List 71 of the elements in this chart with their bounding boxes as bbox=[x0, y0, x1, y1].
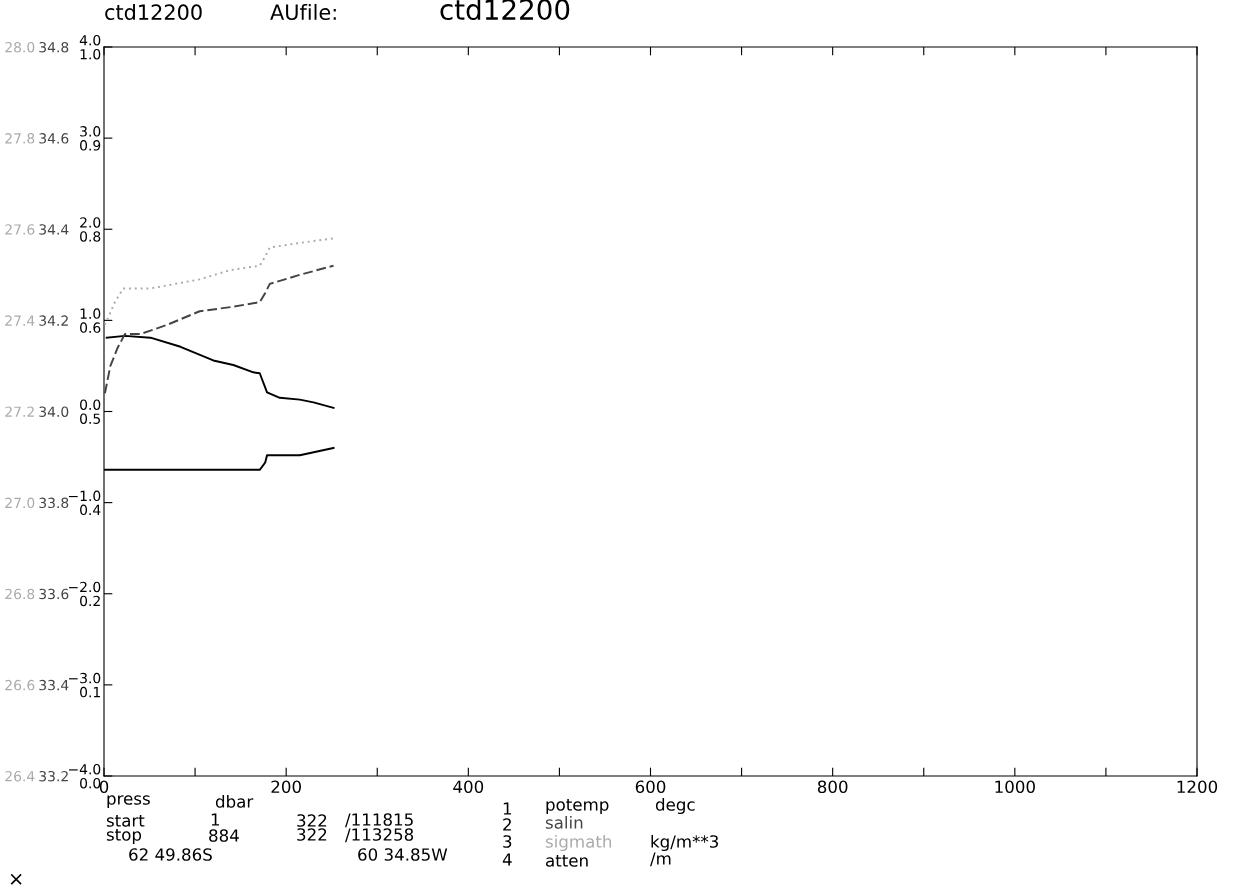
y3-tick-label: 27.2 bbox=[5, 406, 34, 417]
y2-tick-label: 33.6 bbox=[39, 588, 69, 600]
y3-tick-label: 27.8 bbox=[5, 133, 35, 144]
y-tick-label: 1.0 bbox=[80, 308, 101, 319]
text: 322 bbox=[297, 814, 327, 827]
x-tick-label: 1200 bbox=[1177, 780, 1218, 794]
y-tick-label: 0.4 bbox=[80, 504, 101, 516]
y2-tick-label: 33.4 bbox=[39, 679, 69, 691]
y-tick-label: 0.5 bbox=[80, 413, 101, 424]
y-tick-label: 0.0 bbox=[80, 399, 101, 410]
y-tick-label: 0.2 bbox=[80, 595, 100, 607]
text: /111815 bbox=[345, 813, 413, 828]
y3-tick-label: 27.4 bbox=[5, 315, 35, 326]
text: 62 49.86S bbox=[129, 848, 212, 861]
text: AUfile: bbox=[270, 3, 336, 21]
y-tick-label: 0.8 bbox=[80, 231, 101, 242]
y-tick-label: −4.0 bbox=[68, 763, 101, 775]
line-series bbox=[104, 264, 335, 395]
text: potemp bbox=[546, 798, 609, 815]
text: degc bbox=[655, 797, 695, 815]
x-tick-label: 0 bbox=[99, 780, 109, 794]
y-tick-label: 0.0 bbox=[80, 777, 101, 789]
line-series bbox=[104, 237, 335, 326]
y-tick-label: 0.1 bbox=[80, 686, 100, 698]
y3-tick-label: 26.8 bbox=[5, 588, 35, 600]
text: /m bbox=[650, 852, 671, 867]
y2-tick-label: 33.8 bbox=[39, 497, 69, 509]
y2-tick-label: 34.6 bbox=[39, 133, 69, 144]
text: sigmath bbox=[545, 834, 612, 852]
x-tick-label: 200 bbox=[271, 780, 301, 794]
y2-tick-label: 34.8 bbox=[39, 41, 69, 53]
x-tick-label: 400 bbox=[453, 780, 484, 794]
text: 60 34.85W bbox=[358, 848, 448, 861]
x-tick-label: 1000 bbox=[995, 780, 1035, 794]
y3-tick-label: 28.0 bbox=[5, 41, 35, 53]
text: stop bbox=[106, 828, 142, 845]
y-tick-label: −1.0 bbox=[68, 490, 101, 502]
text: dbar bbox=[215, 794, 254, 808]
text: start bbox=[106, 814, 145, 827]
text: 1 bbox=[211, 813, 220, 826]
y3-tick-label: 27.0 bbox=[5, 497, 35, 509]
x-tick-label: 600 bbox=[635, 780, 666, 794]
text: kg/m**3 bbox=[651, 834, 719, 852]
y3-tick-label: 26.6 bbox=[5, 679, 35, 691]
x-tick-label: 800 bbox=[817, 780, 848, 794]
y-tick-label: 0.9 bbox=[80, 140, 101, 151]
y3-tick-label: 26.4 bbox=[5, 770, 35, 782]
y-tick-label: 4.0 bbox=[79, 34, 101, 46]
text: 2 bbox=[503, 818, 511, 831]
text: 3 bbox=[503, 835, 512, 848]
text: 884 bbox=[209, 829, 239, 842]
text: 322 bbox=[297, 828, 327, 841]
y-tick-label: −3.0 bbox=[68, 672, 101, 684]
y-tick-label: −2.0 bbox=[68, 581, 101, 593]
y-tick-label: 2.0 bbox=[80, 217, 101, 228]
text: 4 bbox=[502, 853, 512, 866]
y-tick-label: 1.0 bbox=[80, 48, 101, 60]
y2-tick-label: 34.2 bbox=[39, 315, 68, 326]
y2-tick-label: 34.4 bbox=[39, 224, 69, 235]
y-tick-label: 0.6 bbox=[80, 322, 101, 333]
text: /113258 bbox=[345, 828, 414, 843]
y2-tick-label: 33.2 bbox=[39, 770, 68, 782]
text: 1 bbox=[503, 802, 512, 815]
text: salin bbox=[545, 815, 583, 829]
y2-tick-label: 34.0 bbox=[39, 406, 69, 417]
text: × bbox=[10, 873, 22, 885]
y3-tick-label: 27.6 bbox=[5, 224, 35, 235]
text: atten bbox=[546, 854, 588, 867]
text: ctd12200 bbox=[105, 3, 202, 21]
text: press bbox=[107, 795, 150, 809]
y-tick-label: 3.0 bbox=[80, 126, 101, 137]
